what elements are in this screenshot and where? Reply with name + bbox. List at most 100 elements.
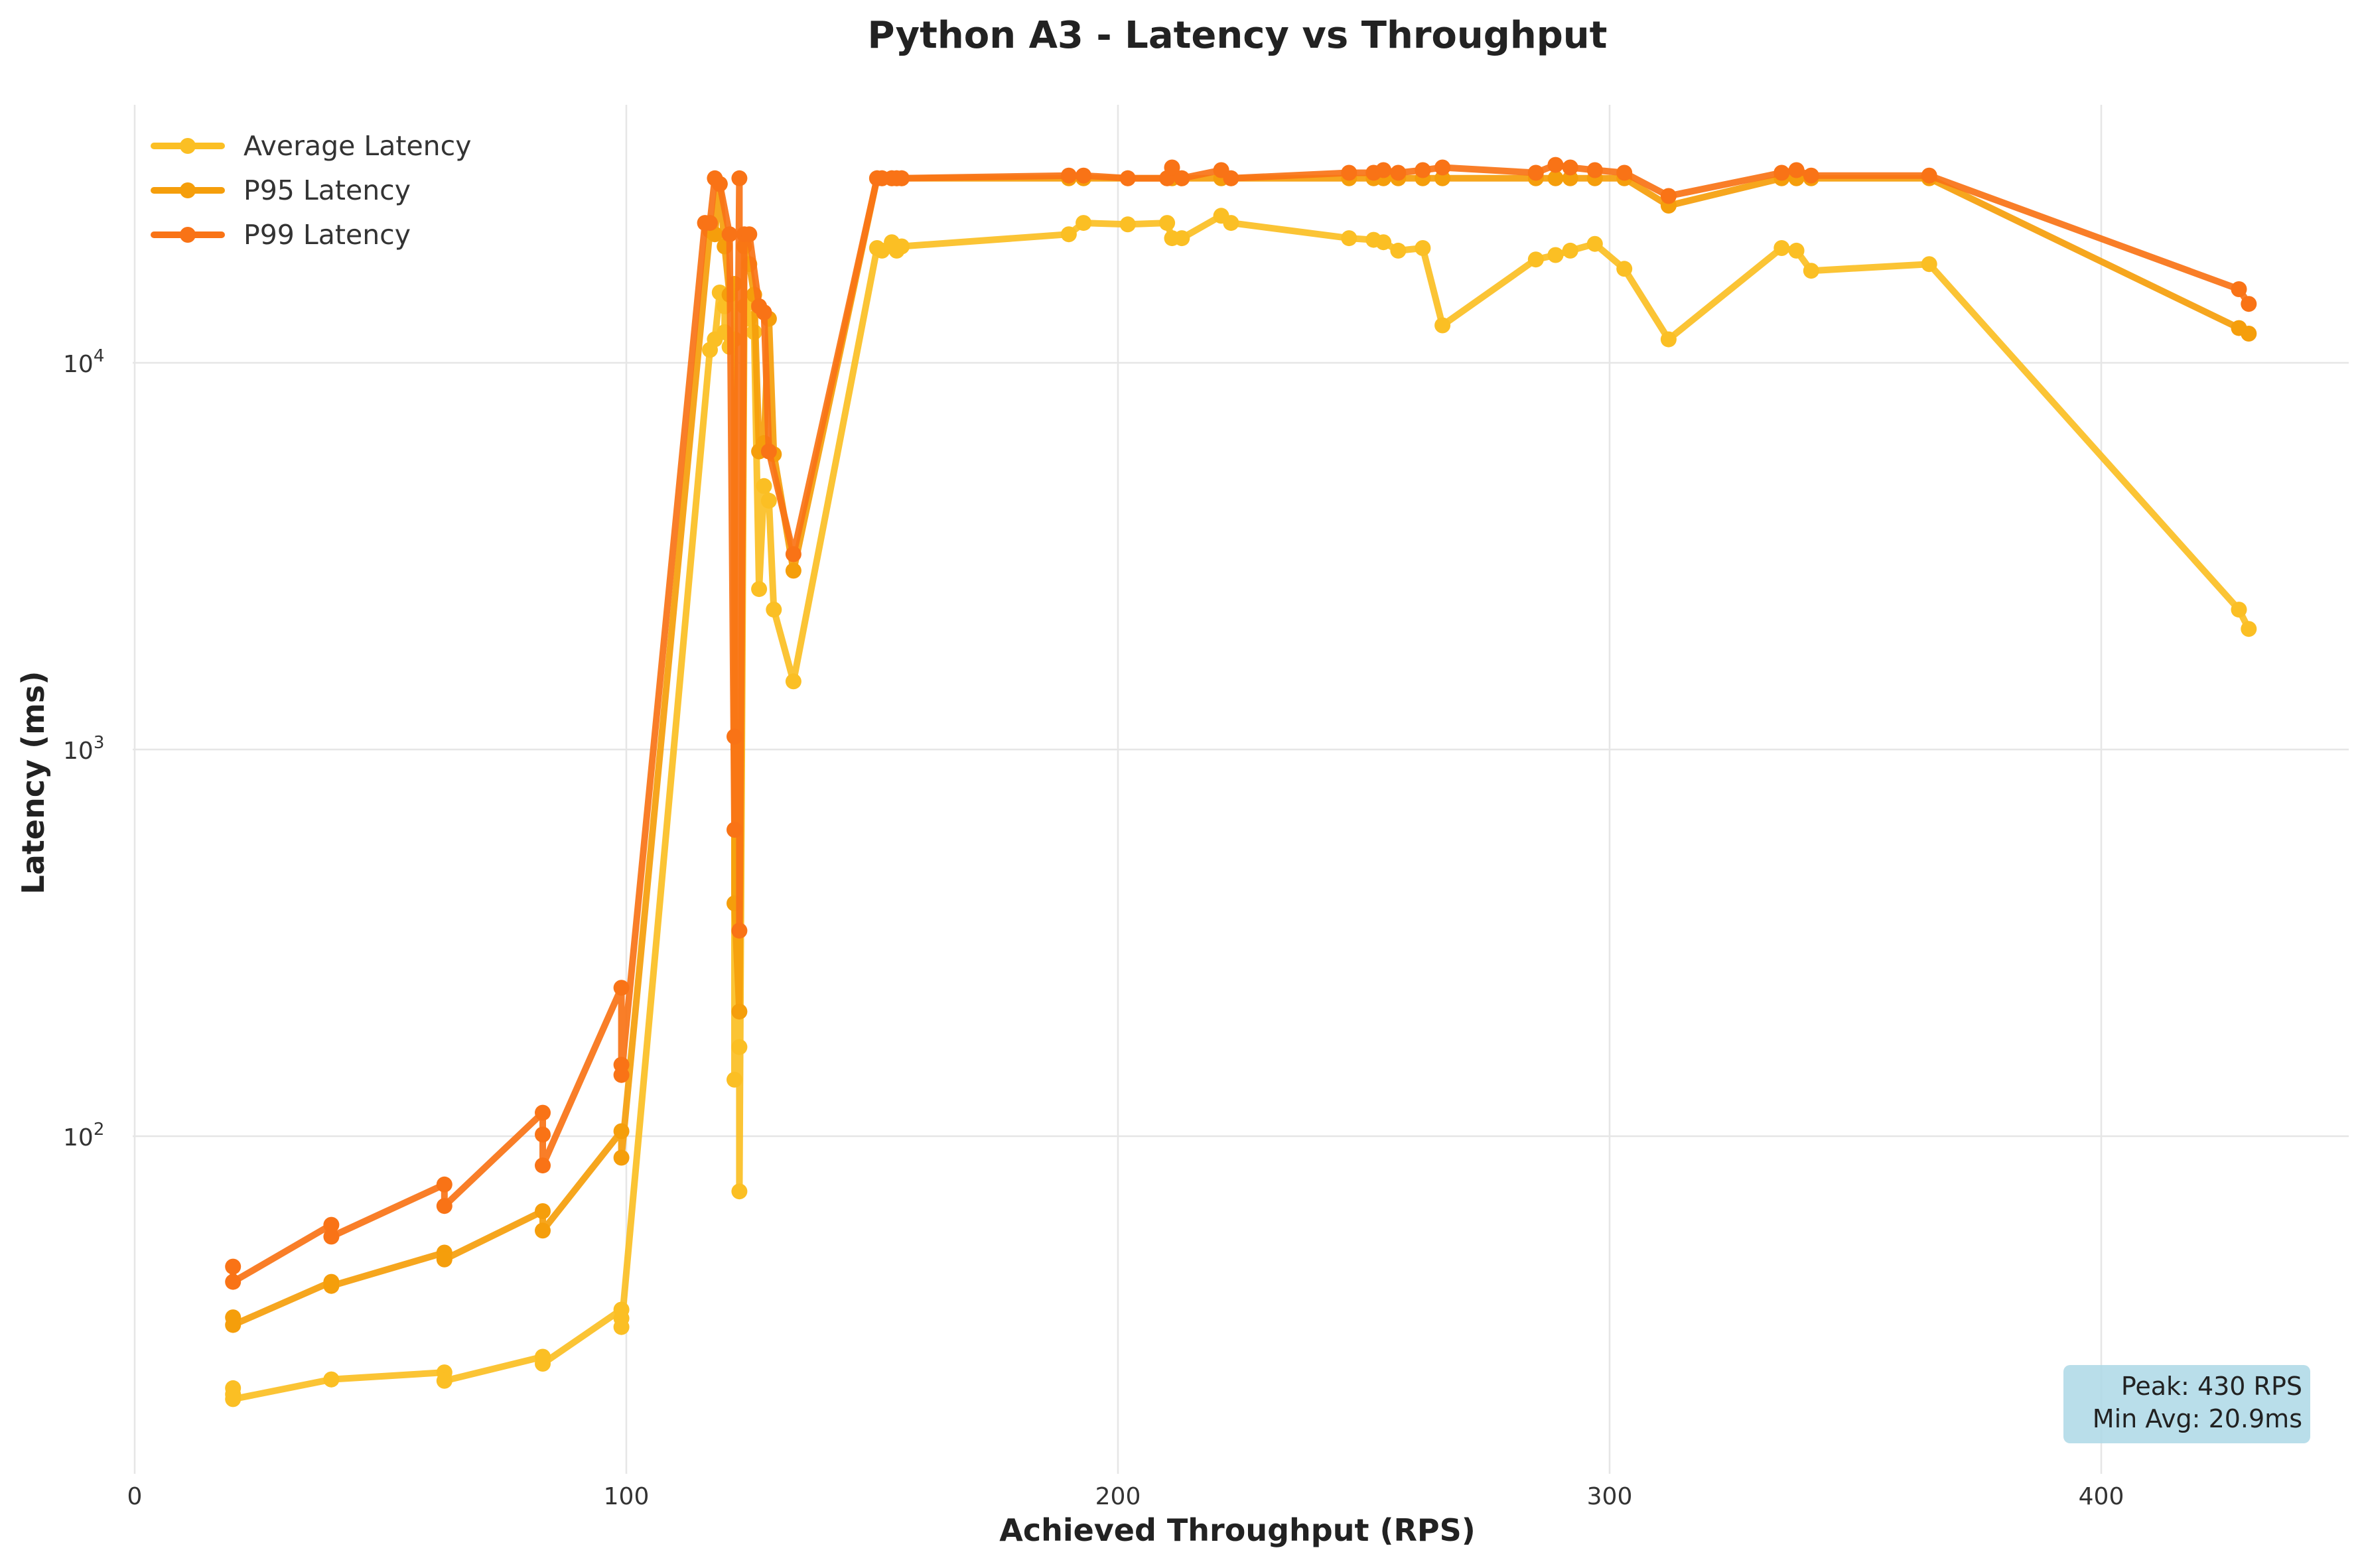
stats-annotation-peak: Peak: 430 RPS bbox=[2121, 1372, 2302, 1401]
data-point bbox=[1174, 230, 1190, 247]
stats-annotation-min-avg: Min Avg: 20.9ms bbox=[2093, 1404, 2302, 1433]
data-point bbox=[894, 170, 910, 186]
data-point bbox=[1164, 159, 1180, 176]
data-point bbox=[1415, 162, 1431, 178]
data-point bbox=[613, 1123, 630, 1140]
data-point bbox=[1547, 157, 1564, 173]
grid-lines bbox=[133, 105, 2349, 1474]
data-point bbox=[1375, 234, 1392, 251]
data-point bbox=[613, 1149, 630, 1166]
data-point bbox=[2231, 281, 2247, 297]
data-point bbox=[756, 478, 772, 494]
data-point bbox=[613, 1319, 630, 1335]
data-point bbox=[1174, 170, 1190, 186]
data-point bbox=[731, 1183, 748, 1200]
data-point bbox=[1803, 167, 1819, 184]
data-point bbox=[731, 1004, 748, 1020]
data-point bbox=[1076, 167, 1092, 184]
y-tick-exponent: 3 bbox=[94, 733, 105, 753]
data-point bbox=[1527, 164, 1544, 181]
legend-label: P95 Latency bbox=[243, 174, 411, 206]
data-point bbox=[760, 443, 777, 460]
data-point bbox=[727, 1071, 742, 1088]
data-point bbox=[1390, 164, 1407, 181]
data-point bbox=[751, 581, 768, 598]
data-point bbox=[1119, 170, 1136, 186]
data-point bbox=[894, 238, 910, 255]
stats-annotation: Peak: 430 RPS Min Avg: 20.9ms bbox=[2063, 1365, 2310, 1443]
data-point bbox=[1773, 164, 1790, 181]
data-point bbox=[323, 1277, 340, 1294]
data-point bbox=[1660, 331, 1677, 348]
y-tick-label: 103 bbox=[63, 733, 104, 765]
data-point bbox=[1159, 215, 1176, 231]
data-point bbox=[2241, 296, 2257, 312]
data-point bbox=[1547, 170, 1564, 186]
stats-annotation-box bbox=[2063, 1365, 2310, 1443]
data-point bbox=[1562, 242, 1578, 259]
data-point bbox=[225, 1317, 242, 1333]
data-point bbox=[731, 1039, 748, 1055]
data-point bbox=[1390, 242, 1407, 259]
data-point bbox=[1223, 170, 1239, 186]
data-point bbox=[2241, 326, 2257, 342]
data-point bbox=[1660, 188, 1677, 204]
y-axis-label: Latency (ms) bbox=[15, 671, 51, 895]
data-point bbox=[760, 492, 777, 509]
series-3 bbox=[225, 157, 2257, 1290]
data-point bbox=[323, 1228, 340, 1245]
data-point bbox=[436, 1251, 452, 1268]
data-point bbox=[1788, 162, 1805, 178]
data-point bbox=[225, 1258, 242, 1275]
x-axis-label: Achieved Throughput (RPS) bbox=[999, 1512, 1476, 1548]
y-tick-base: 10 bbox=[63, 1124, 94, 1151]
data-point bbox=[711, 176, 728, 192]
data-point bbox=[2231, 602, 2247, 618]
y-tick-base: 10 bbox=[63, 738, 94, 765]
legend-swatch-marker bbox=[180, 227, 196, 243]
data-point bbox=[1527, 251, 1544, 268]
legend-label: P99 Latency bbox=[243, 219, 411, 251]
data-point bbox=[702, 215, 718, 231]
legend-swatch-marker bbox=[180, 182, 196, 198]
data-point bbox=[436, 1176, 452, 1193]
data-point bbox=[756, 304, 772, 320]
x-tick-label: 400 bbox=[2079, 1483, 2124, 1510]
data-point bbox=[1060, 167, 1077, 184]
data-point bbox=[1434, 159, 1451, 176]
series-1 bbox=[225, 208, 2257, 1407]
data-point bbox=[731, 923, 748, 939]
data-point bbox=[785, 562, 801, 579]
data-point bbox=[1921, 256, 1937, 273]
data-point bbox=[535, 1356, 551, 1372]
data-point bbox=[766, 602, 782, 618]
data-point bbox=[535, 1104, 551, 1121]
data-point bbox=[1341, 230, 1357, 247]
data-point bbox=[225, 1391, 242, 1407]
legend: Average Latency P95 Latency P99 Latency bbox=[151, 130, 471, 251]
data-point bbox=[785, 546, 801, 562]
data-point bbox=[1547, 247, 1564, 263]
data-point bbox=[323, 1371, 340, 1388]
chart-title: Python A3 - Latency vs Throughput bbox=[868, 14, 1608, 57]
data-point bbox=[1616, 164, 1633, 181]
data-point bbox=[436, 1372, 452, 1389]
data-point bbox=[721, 226, 738, 243]
data-point bbox=[535, 1203, 551, 1219]
series-layer bbox=[225, 157, 2257, 1407]
data-point bbox=[1375, 162, 1392, 178]
data-point bbox=[1119, 216, 1136, 233]
data-point bbox=[1562, 159, 1578, 176]
data-point bbox=[1586, 235, 1603, 252]
data-point bbox=[1616, 261, 1633, 277]
data-point bbox=[436, 1198, 452, 1214]
data-point bbox=[731, 170, 748, 186]
data-point bbox=[1434, 317, 1451, 334]
data-point bbox=[323, 1216, 340, 1233]
data-point bbox=[1921, 167, 1937, 184]
data-point bbox=[535, 1126, 551, 1143]
data-point bbox=[1060, 226, 1077, 243]
legend-swatch-marker bbox=[180, 138, 196, 154]
